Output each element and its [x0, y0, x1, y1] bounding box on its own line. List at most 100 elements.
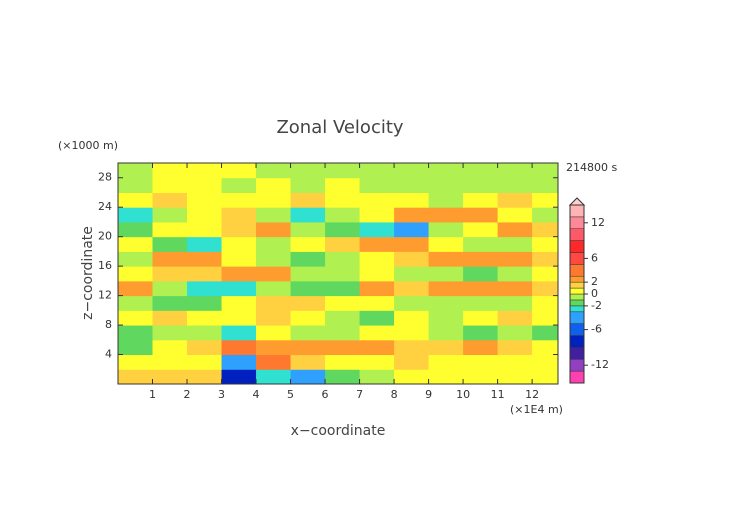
field-cell	[118, 192, 154, 208]
field-cell	[463, 163, 499, 179]
field-cell	[187, 236, 223, 252]
field-cell	[187, 339, 223, 356]
colorbar-bin	[569, 240, 585, 253]
field-cell	[152, 310, 188, 326]
field-cell	[394, 236, 430, 252]
field-cell	[290, 177, 326, 193]
x-tick-label: 5	[287, 388, 294, 401]
field-cell	[497, 325, 533, 341]
colorbar-bin	[569, 264, 585, 277]
colorbar-tick-label: 2	[591, 275, 598, 288]
chart-title: Zonal Velocity	[276, 117, 403, 138]
field-cell	[187, 280, 223, 297]
field-cell	[290, 192, 326, 208]
field-cell	[256, 369, 292, 384]
field-cell	[152, 207, 188, 223]
field-cell	[532, 295, 558, 311]
plot-frame	[117, 162, 559, 385]
field-cell	[497, 369, 533, 384]
field-cell	[325, 369, 361, 384]
colorbar-bin	[569, 281, 585, 289]
field-cell	[325, 354, 361, 370]
field-cell	[187, 310, 223, 326]
y-tick-label: 20	[98, 230, 112, 243]
field-cell	[187, 325, 223, 341]
y-axis-label: z−coordinate	[80, 226, 96, 320]
field-cell	[118, 251, 154, 267]
field-cell	[221, 354, 257, 370]
field-cell	[256, 295, 292, 311]
colorbar-bin	[569, 293, 585, 301]
field-cell	[497, 280, 533, 297]
field-cell	[497, 163, 533, 179]
field-cell	[394, 251, 430, 267]
field-cell	[428, 177, 464, 193]
field-cell	[497, 251, 533, 267]
field-cell	[394, 325, 430, 341]
field-cell	[428, 354, 464, 370]
field-cell	[256, 177, 292, 193]
field-cell	[428, 369, 464, 384]
x-axis-label: x−coordinate	[291, 423, 386, 439]
colorbar-bin	[569, 347, 585, 360]
field-cell	[359, 236, 395, 252]
field-cell	[152, 163, 188, 179]
field-cell	[463, 251, 499, 267]
field-cell	[325, 207, 361, 223]
colorbar-tick-label: 6	[591, 251, 598, 264]
x-tick-label: 6	[322, 388, 329, 401]
field-cell	[463, 310, 499, 326]
colorbar-bin	[569, 252, 585, 265]
x-tick-label: 2	[184, 388, 191, 401]
field-cell	[325, 236, 361, 252]
field-cell	[290, 251, 326, 267]
colorbar-tick-label: -2	[591, 299, 602, 312]
field-cell	[118, 325, 154, 341]
field-cell	[325, 310, 361, 326]
field-cell	[497, 236, 533, 252]
colorbar-bin	[569, 323, 585, 336]
field-cell	[394, 266, 430, 282]
field-cell	[428, 163, 464, 179]
field-cell	[394, 207, 430, 223]
field-cell	[532, 325, 558, 341]
field-cell	[428, 280, 464, 297]
field-cell	[497, 339, 533, 356]
field-cell	[325, 339, 361, 356]
field-cell	[394, 280, 430, 297]
field	[118, 163, 558, 384]
field-cell	[152, 251, 188, 267]
field-cell	[325, 163, 361, 179]
field-cell	[290, 266, 326, 282]
field-cell	[221, 266, 257, 282]
field-cell	[532, 369, 558, 384]
field-cell	[497, 295, 533, 311]
field-cell	[118, 207, 154, 223]
field-cell	[290, 310, 326, 326]
field-cell	[428, 236, 464, 252]
x-tick-label: 3	[218, 388, 225, 401]
y-tick-label: 16	[98, 259, 112, 272]
field-cell	[256, 354, 292, 370]
field-cell	[118, 295, 154, 311]
field-cell	[463, 295, 499, 311]
y-tick-label: 8	[105, 318, 112, 331]
colorbar-bin	[569, 275, 585, 283]
field-cell	[118, 266, 154, 282]
field-cell	[463, 177, 499, 193]
field-cell	[256, 221, 292, 238]
field-cell	[394, 221, 430, 238]
colorbar-bin	[569, 311, 585, 324]
field-cell	[359, 280, 395, 297]
field-cell	[290, 280, 326, 297]
colorbar-bin	[569, 299, 585, 307]
colorbar-bin	[569, 287, 585, 295]
field-cell	[325, 325, 361, 341]
field-cell	[290, 325, 326, 341]
field-cell	[394, 310, 430, 326]
field-cell	[118, 354, 154, 370]
field-cell	[497, 266, 533, 282]
field-cell	[532, 280, 558, 297]
y-tick-label: 4	[105, 348, 112, 361]
time-label: 214800 s	[566, 161, 617, 174]
